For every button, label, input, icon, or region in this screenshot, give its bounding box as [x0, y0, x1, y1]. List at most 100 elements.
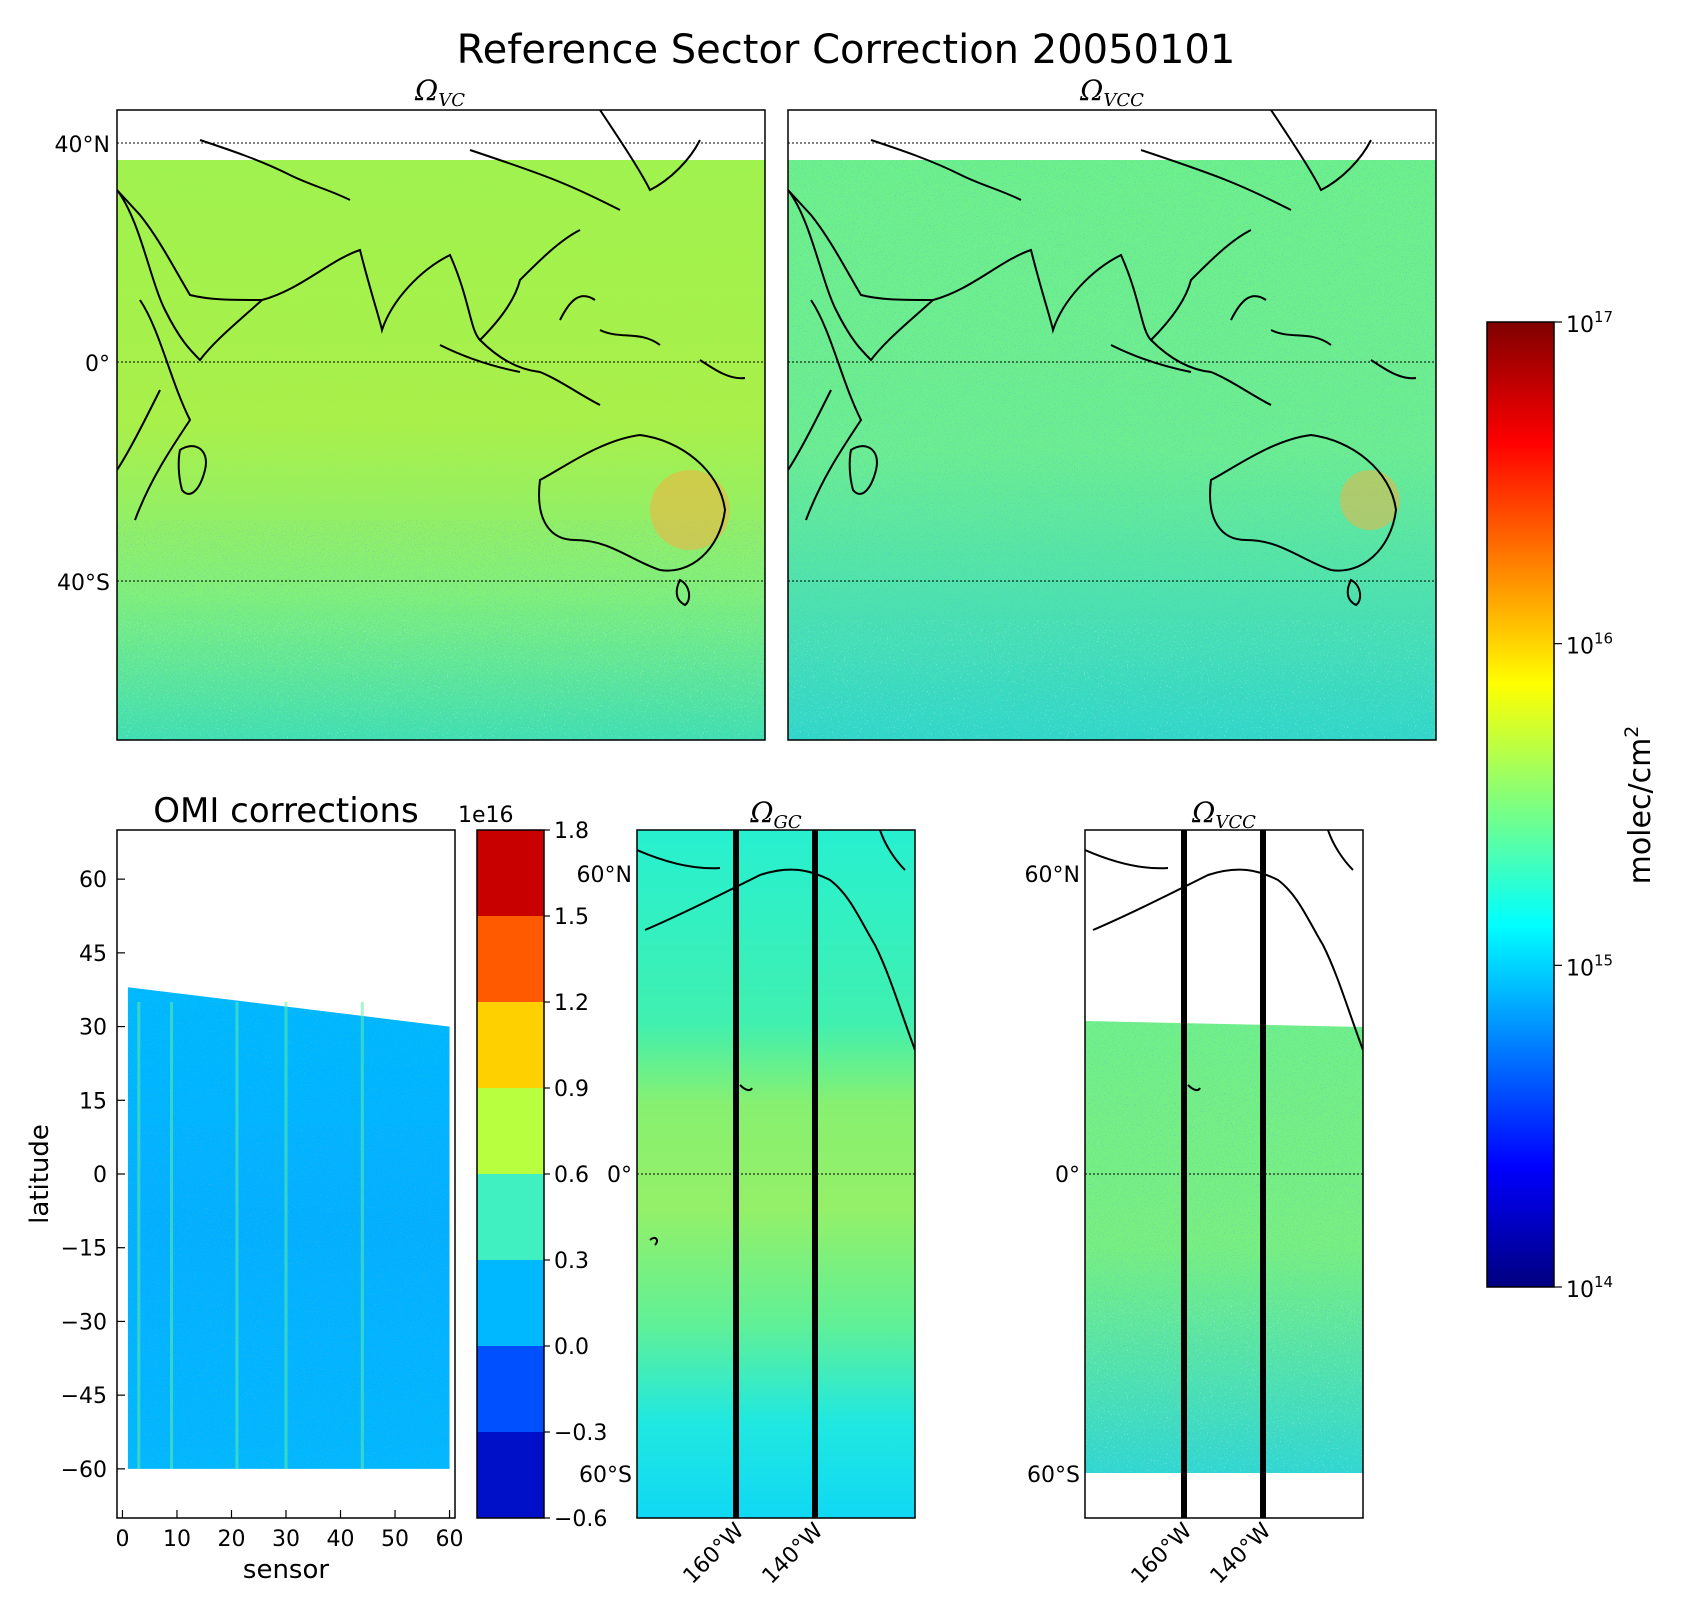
omi-colorbar-segment — [477, 1002, 544, 1088]
map-omega-vcc-bottom-missing — [1085, 1300, 1363, 1473]
omi-title: OMI corrections — [153, 791, 419, 831]
omi-sensor-stripe — [235, 1002, 239, 1469]
omi-colorbar-segment — [477, 1260, 544, 1346]
map-omega-gc-lon-140w: 140°W — [758, 1518, 829, 1589]
map-omega-gc-field — [637, 830, 915, 1518]
omi-colorbar-tick-label: 1.8 — [554, 819, 589, 844]
omi-y-ticks: 60 45 30 15 0 −15 −30 −45 −60 — [61, 868, 125, 1483]
omi-sensor-stripe — [360, 1002, 364, 1469]
omi-x-tick-label: 20 — [217, 1527, 245, 1552]
omi-colorbar-frame — [476, 829, 545, 1519]
omi-colorbar-tick-label: 0.9 — [554, 1077, 589, 1102]
map-omega-vc-coastlines — [117, 110, 746, 607]
main-colorbar-tick-label: 1017 — [1566, 308, 1613, 338]
main-colorbar-gradient — [1486, 321, 1555, 1288]
map-omega-vcc-bottom-warm — [1085, 1080, 1363, 1240]
omi-colorbar: −0.6 −0.3 0.0 0.3 0.6 0.9 1.2 1.5 1.8 — [477, 819, 607, 1532]
map-omega-vc-title: ΩVC — [414, 74, 465, 111]
map-omega-vcc-bottom: ΩVCC 60°N 0° 60°S 160°W 140°W — [1025, 796, 1364, 1589]
omi-ylabel: latitude — [25, 1124, 55, 1224]
omi-y-tick-label: 0 — [93, 1163, 107, 1188]
omi-colorbar-segment — [477, 830, 544, 916]
omi-sensor-stripe — [137, 1002, 141, 1469]
omi-x-tick-label: 30 — [272, 1527, 300, 1552]
map-omega-gc-title: ΩGC — [749, 796, 802, 833]
omi-y-tick-label: 15 — [79, 1089, 107, 1114]
omi-x-tick-label: 40 — [327, 1527, 355, 1552]
map-omega-vcc-bottom-title: ΩVCC — [1191, 796, 1256, 833]
map-omega-gc-lat-60s: 60°S — [579, 1463, 632, 1488]
main-colorbar: 1014 1015 1016 1017 molec/cm2 — [1486, 308, 1658, 1303]
omi-colorbar-tick-label: 0.6 — [554, 1163, 589, 1188]
omi-y-tick-label: −45 — [61, 1384, 107, 1409]
map-omega-vcc-top: ΩVCC — [787, 74, 1437, 741]
omi-y-tick-label: 30 — [79, 1016, 107, 1041]
omi-x-ticks: 0 10 20 30 40 50 60 — [115, 1510, 464, 1552]
omi-y-tick-label: −60 — [61, 1458, 107, 1483]
omi-colorbar-segment — [477, 1346, 544, 1432]
omi-sensor-stripe — [284, 1002, 288, 1469]
omi-colorbar-tick-label: 1.5 — [554, 905, 589, 930]
map-omega-vc-frame — [116, 109, 766, 741]
omi-x-tick-label: 10 — [163, 1527, 191, 1552]
map-omega-vcc-bottom-lat-60n: 60°N — [1025, 863, 1080, 888]
map-omega-vcc-bottom-coastlines — [1085, 830, 1363, 1092]
map-omega-vcc-top-hotspot — [1340, 470, 1400, 530]
map-omega-vcc-bottom-lon-140w: 140°W — [1206, 1518, 1277, 1589]
omi-y-tick-label: 60 — [79, 868, 107, 893]
main-colorbar-tick-label: 1015 — [1566, 951, 1613, 981]
map-omega-gc-meridian-160w — [733, 830, 739, 1518]
map-omega-vc-hotspot — [650, 470, 730, 550]
omi-colorbar-segment — [477, 1432, 544, 1518]
omi-y-tick-label: −15 — [61, 1237, 107, 1262]
map-omega-gc-lat-0: 0° — [607, 1163, 632, 1188]
map-omega-vcc-top-title: ΩVCC — [1079, 74, 1144, 111]
map-omega-gc-coastlines — [637, 830, 915, 1246]
omi-colorbar-tick-label: −0.3 — [554, 1421, 607, 1446]
map-omega-vcc-bottom-meridian-160w — [1181, 830, 1187, 1518]
map-omega-vcc-bottom-lat-60s: 60°S — [1027, 1463, 1080, 1488]
omi-colorbar-multiplier: 1e16 — [458, 803, 514, 828]
omi-y-tick-label: 45 — [79, 942, 107, 967]
map-omega-vcc-top-warm-speckle — [788, 180, 1436, 380]
main-colorbar-label: molec/cm2 — [1621, 726, 1658, 885]
omi-colorbar-tick-label: 0.0 — [554, 1335, 589, 1360]
omi-colorbar-segment — [477, 1088, 544, 1174]
omi-data-speckle-dark — [127, 1124, 450, 1469]
figure-title: Reference Sector Correction 20050101 — [457, 27, 1236, 73]
map-omega-vcc-top-frame — [787, 109, 1437, 741]
omi-sensor-stripes — [137, 1002, 364, 1469]
omi-colorbar-tick-label: −0.6 — [554, 1507, 607, 1532]
map-omega-vc-lat-40s: 40°S — [57, 571, 110, 596]
main-colorbar-tick-label: 1014 — [1566, 1273, 1613, 1303]
main-colorbar-tick-label: 1016 — [1566, 630, 1613, 660]
map-omega-vc: ΩVC — [55, 74, 766, 741]
map-omega-gc-frame — [636, 829, 916, 1519]
main-colorbar-ticks: 1014 1015 1016 1017 — [1554, 308, 1613, 1303]
omi-colorbar-tick-label: 0.3 — [554, 1249, 589, 1274]
map-omega-vcc-bottom-lat-0: 0° — [1055, 1163, 1080, 1188]
map-omega-vcc-bottom-frame — [1084, 829, 1364, 1519]
omi-colorbar-tick-label: 1.2 — [554, 991, 589, 1016]
map-omega-vcc-top-parallels — [788, 142, 1436, 582]
map-omega-vcc-top-coastlines — [788, 110, 1417, 607]
map-omega-vc-missing — [117, 620, 765, 740]
omi-colorbar-segment — [477, 1174, 544, 1260]
omi-colorbar-segment — [477, 916, 544, 1002]
omi-xlabel: sensor — [243, 1555, 329, 1585]
omi-y-tick-label: −30 — [61, 1310, 107, 1335]
omi-x-tick-label: 50 — [381, 1527, 409, 1552]
map-omega-vcc-top-missing — [788, 620, 1436, 740]
map-omega-vc-lat-40n: 40°N — [55, 133, 110, 158]
omi-sensor-stripe — [170, 1002, 174, 1469]
omi-x-tick-label: 60 — [436, 1527, 464, 1552]
omi-x-tick-label: 0 — [115, 1527, 129, 1552]
map-omega-gc: ΩGC 60°N 0° 60°S 160°W 140°W — [577, 796, 916, 1589]
map-omega-vc-lat-0: 0° — [85, 352, 110, 377]
map-omega-gc-lon-160w: 160°W — [679, 1518, 750, 1589]
map-omega-vcc-bottom-lon-160w: 160°W — [1127, 1518, 1198, 1589]
map-omega-vc-parallels — [117, 142, 765, 582]
omi-corrections-plot: OMI corrections 0 10 20 30 40 50 60 60 45 30 15 0 −… — [25, 791, 607, 1585]
map-omega-gc-lat-60n: 60°N — [577, 863, 632, 888]
